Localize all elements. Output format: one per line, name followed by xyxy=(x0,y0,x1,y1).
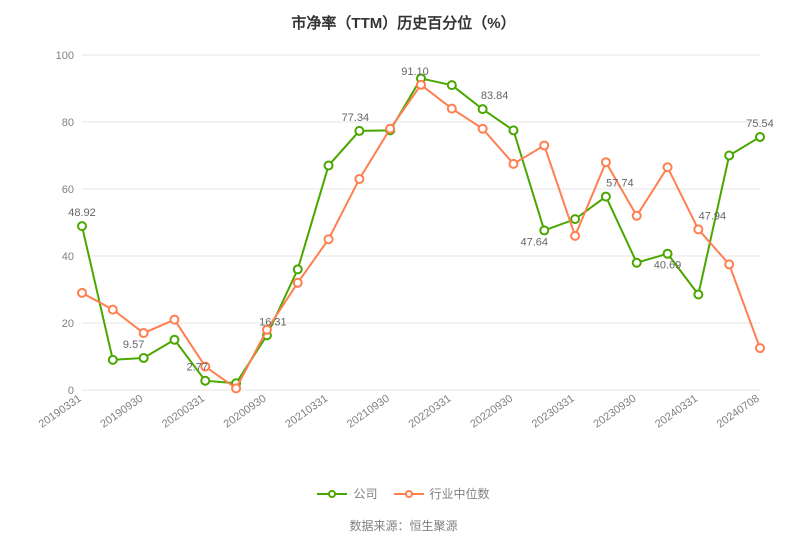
x-tick-label: 20240331 xyxy=(653,393,700,431)
data-point-marker xyxy=(725,152,733,160)
chart-legend: 公司 行业中位数 xyxy=(0,485,807,502)
data-point-marker xyxy=(571,215,579,223)
data-point-marker xyxy=(448,105,456,113)
y-tick-label: 100 xyxy=(56,50,74,62)
x-tick-label: 20230331 xyxy=(530,393,577,431)
data-point-label: 2.77 xyxy=(187,362,208,374)
data-point-marker xyxy=(170,316,178,324)
data-point-marker xyxy=(355,127,363,135)
data-point-label: 47.64 xyxy=(521,236,549,248)
x-tick-label: 20210331 xyxy=(283,393,330,431)
series-line xyxy=(82,78,760,383)
data-point-marker xyxy=(232,384,240,392)
data-point-marker xyxy=(78,289,86,297)
data-point-marker xyxy=(540,141,548,149)
x-tick-label: 20210930 xyxy=(345,393,392,431)
data-point-marker xyxy=(78,222,86,230)
data-point-marker xyxy=(294,279,302,287)
data-point-marker xyxy=(140,329,148,337)
chart-plot-svg: 0204060801002019033120190930202003312020… xyxy=(0,0,807,546)
data-point-marker xyxy=(694,225,702,233)
data-point-label: 83.84 xyxy=(481,90,509,102)
x-tick-label: 20230930 xyxy=(591,393,638,431)
data-point-marker xyxy=(479,125,487,133)
data-point-marker xyxy=(540,226,548,234)
data-point-label: 47.94 xyxy=(699,210,727,222)
data-point-marker xyxy=(417,81,425,89)
data-point-label: 75.54 xyxy=(746,118,774,130)
data-point-marker xyxy=(694,291,702,299)
x-tick-label: 20220331 xyxy=(407,393,454,431)
x-tick-label: 20200331 xyxy=(160,393,207,431)
data-point-marker xyxy=(571,232,579,240)
data-point-marker xyxy=(509,160,517,168)
chart-container: 市净率（TTM）历史百分位（%） 02040608010020190331201… xyxy=(0,0,807,546)
y-tick-label: 80 xyxy=(62,117,74,129)
legend-item[interactable]: 公司 xyxy=(317,485,377,502)
x-tick-label: 20240708 xyxy=(715,393,762,431)
x-tick-label: 20200930 xyxy=(222,393,269,431)
x-tick-label: 20220930 xyxy=(468,393,515,431)
data-point-marker xyxy=(633,259,641,267)
data-point-label: 77.34 xyxy=(342,112,370,124)
data-point-marker xyxy=(294,265,302,273)
data-point-marker xyxy=(386,125,394,133)
data-point-marker xyxy=(509,126,517,134)
data-point-marker xyxy=(602,193,610,201)
data-point-marker xyxy=(109,356,117,364)
x-tick-label: 20190930 xyxy=(98,393,145,431)
data-point-marker xyxy=(664,250,672,258)
data-point-marker xyxy=(725,260,733,268)
data-point-marker xyxy=(325,162,333,170)
y-tick-label: 20 xyxy=(62,318,74,330)
legend-label: 公司 xyxy=(353,485,377,502)
data-point-label: 9.57 xyxy=(123,339,144,351)
data-source-label: 数据来源：恒生聚源 xyxy=(0,517,807,534)
y-tick-label: 60 xyxy=(62,184,74,196)
legend-label: 行业中位数 xyxy=(430,485,490,502)
legend-swatch xyxy=(317,488,347,500)
data-point-marker xyxy=(664,163,672,171)
data-point-marker xyxy=(633,212,641,220)
data-point-label: 16.31 xyxy=(259,316,287,328)
data-point-marker xyxy=(109,306,117,314)
data-point-marker xyxy=(756,133,764,141)
data-point-marker xyxy=(756,344,764,352)
series-line xyxy=(82,85,760,389)
data-point-marker xyxy=(602,158,610,166)
data-point-label: 57.74 xyxy=(606,178,634,190)
data-point-label: 48.92 xyxy=(68,207,96,219)
data-point-marker xyxy=(325,235,333,243)
legend-swatch xyxy=(394,488,424,500)
y-tick-label: 40 xyxy=(62,251,74,263)
data-point-marker xyxy=(448,81,456,89)
data-point-marker xyxy=(479,105,487,113)
legend-item[interactable]: 行业中位数 xyxy=(394,485,490,502)
data-point-marker xyxy=(201,377,209,385)
data-point-marker xyxy=(140,354,148,362)
x-tick-label: 20190331 xyxy=(37,393,84,431)
data-point-label: 40.69 xyxy=(654,260,682,272)
data-point-label: 91.10 xyxy=(401,66,429,78)
data-point-marker xyxy=(355,175,363,183)
data-point-marker xyxy=(170,336,178,344)
